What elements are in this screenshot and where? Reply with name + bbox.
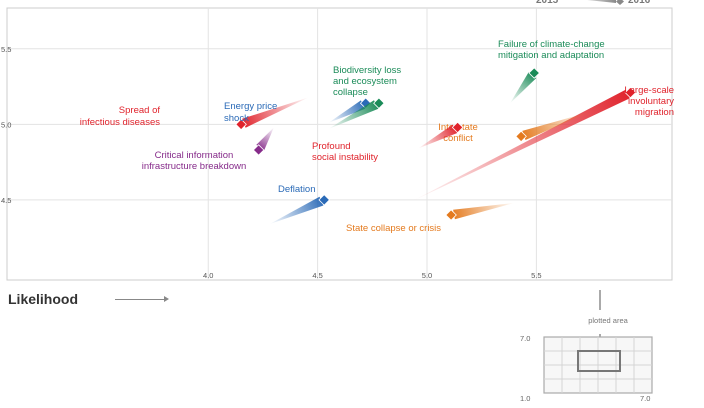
inset-x-tick-left: 1.0 xyxy=(520,394,531,403)
marker-biodiversity-loss-and-ecosystem-collapse xyxy=(373,97,385,109)
inset-diagram xyxy=(543,290,653,394)
label-line: conflict xyxy=(443,133,473,144)
inset-x-tick-right: 7.0 xyxy=(640,394,651,403)
x-tick-label: 5.0 xyxy=(422,271,432,280)
x-tick-label: 4.5 xyxy=(312,271,322,280)
label-line: Failure of climate-change xyxy=(498,39,605,50)
trail-energy-price-shock xyxy=(328,100,366,123)
x-axis-title: Likelihood xyxy=(8,291,78,307)
x-tick-label: 5.5 xyxy=(531,271,541,280)
label-line: Profound xyxy=(312,141,351,152)
legend-trail-icon xyxy=(587,0,624,5)
marker-state-collapse-or-crisis xyxy=(445,209,457,221)
label-line: shock xyxy=(224,113,249,124)
plot-frame xyxy=(6,7,673,281)
trail-profound-social-instability xyxy=(418,124,458,149)
trail-biodiversity-loss-and-ecosystem-collapse xyxy=(328,100,379,129)
label-line: involuntary xyxy=(628,96,674,107)
label-line: Large-scale xyxy=(624,85,674,96)
label-line: Energy price xyxy=(224,101,277,112)
x-tick-label: 4.0 xyxy=(203,271,213,280)
label-biodiversity-loss-and-ecosystem-collapse: Biodiversity loss and ecosystem collapse xyxy=(333,65,401,98)
marker-profound-social-instability xyxy=(451,121,464,134)
y-tick-label: 5.5 xyxy=(1,45,11,54)
trail-interstate-conflict xyxy=(522,112,589,140)
label-line: social instability xyxy=(312,152,378,163)
label-energy-price-shock: Energy price shock xyxy=(224,101,277,124)
label-line: migration xyxy=(635,107,674,118)
marker-critical-information-infrastructure-breakdown xyxy=(252,144,265,156)
trail-state-collapse-or-crisis xyxy=(453,202,515,220)
label-line: Critical information xyxy=(155,150,234,161)
label-line: State collapse or crisis xyxy=(346,223,441,234)
marker-spread-of-infectious-diseases xyxy=(235,118,247,131)
legend-year-end: 2016 xyxy=(628,0,651,6)
label-state-collapse-or-crisis: State collapse or crisis xyxy=(346,223,441,234)
label-line: mitigation and adaptation xyxy=(498,50,604,61)
marker-deflation xyxy=(318,194,330,206)
label-spread-of-infectious-diseases: Spread of infectious diseases xyxy=(80,105,161,128)
y-tick-label: 5.0 xyxy=(1,120,11,129)
trail-spread-of-infectious-diseases xyxy=(242,97,309,128)
label-profound-social-instability: Profound social instability xyxy=(312,141,378,163)
y-tick-label: 4.5 xyxy=(1,196,11,205)
inset-y-tick: 7.0 xyxy=(520,334,531,343)
trail-deflation xyxy=(269,196,324,225)
marker-interstate-conflict xyxy=(515,130,527,143)
marker-large-scale-involuntary-migration xyxy=(624,86,637,99)
label-line: infrastructure breakdown xyxy=(142,161,247,172)
marker-failure-of-climate-change-mitigation-and-adaptation xyxy=(528,67,540,79)
inset-label: plotted area xyxy=(588,316,628,325)
label-large-scale-involuntary-migration: Large-scale involuntary migration xyxy=(624,85,674,118)
trail-failure-of-climate-change-mitigation-and-adaptation xyxy=(510,72,537,104)
label-deflation: Deflation xyxy=(278,184,316,195)
label-line: and ecosystem xyxy=(333,76,397,87)
label-line: Deflation xyxy=(278,184,316,195)
label-failure-of-climate-change-mitigation-and-adaptation: Failure of climate-change mitigation and … xyxy=(498,39,605,61)
x-axis-arrow xyxy=(115,296,169,302)
label-line: Spread of xyxy=(119,105,161,116)
legend-year-start: 2015 xyxy=(536,0,559,6)
label-line: collapse xyxy=(333,87,368,98)
label-line: Biodiversity loss xyxy=(333,65,401,76)
label-line: infectious diseases xyxy=(80,117,161,128)
trail-critical-information-infrastructure-breakdown xyxy=(256,127,274,151)
label-critical-information-infrastructure-breakdown: Critical information infrastructure break… xyxy=(142,150,247,172)
plotted-area-inset: plotted area 7.0 1.0 7.0 xyxy=(520,290,660,403)
